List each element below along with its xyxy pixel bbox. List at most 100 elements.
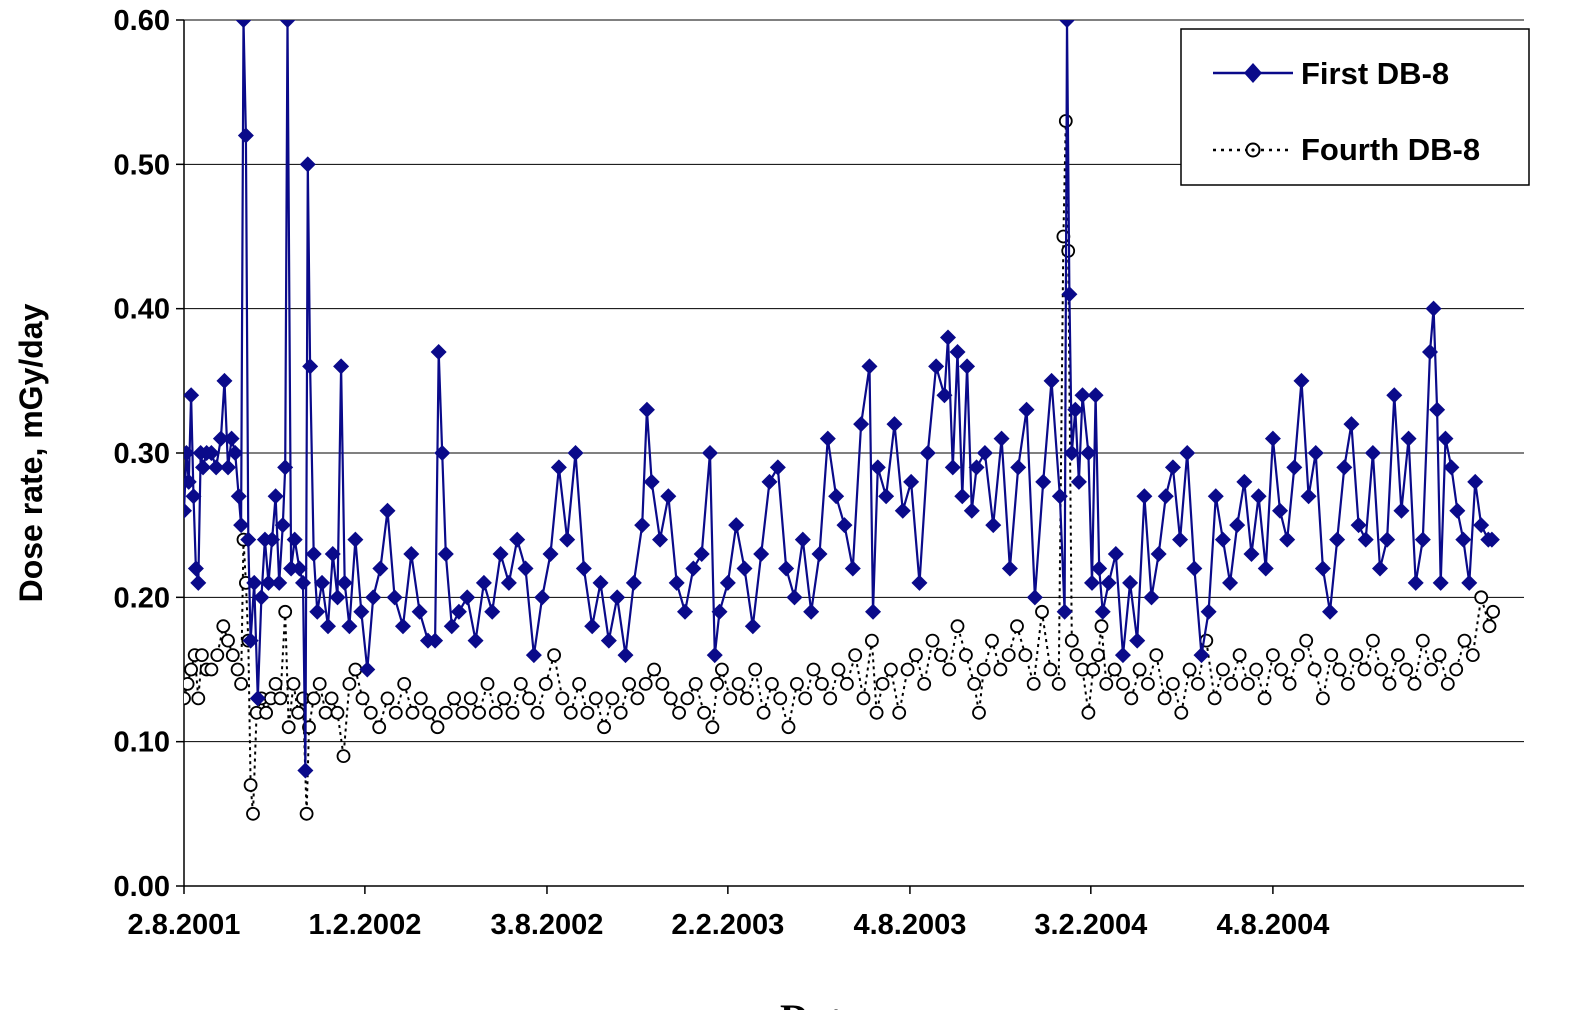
- data-point-fourth-db8: [942, 662, 957, 677]
- data-point-first-db8: [677, 603, 694, 620]
- data-point-first-db8: [836, 517, 853, 534]
- data-point-fourth-db8: [455, 705, 470, 720]
- data-point-first-db8: [1200, 603, 1217, 620]
- data-point-first-db8: [309, 603, 326, 620]
- data-point-first-db8: [928, 358, 945, 375]
- data-point-fourth-db8: [572, 677, 586, 691]
- data-point-fourth-db8: [1241, 677, 1255, 691]
- data-point-fourth-db8: [1465, 648, 1480, 662]
- data-point-fourth-db8: [538, 677, 553, 691]
- data-point-fourth-db8: [697, 705, 711, 720]
- data-point-fourth-db8: [663, 691, 678, 706]
- data-point-first-db8: [1080, 445, 1097, 461]
- data-point-first-db8: [744, 618, 761, 635]
- data-point-first-db8: [1214, 531, 1231, 548]
- data-point-fourth-db8: [522, 691, 536, 706]
- data-point-first-db8: [1207, 488, 1224, 505]
- data-point-first-db8: [1043, 372, 1060, 389]
- data-point-fourth-db8: [900, 662, 915, 677]
- data-point-first-db8: [1229, 517, 1246, 534]
- data-point-fourth-db8: [1299, 633, 1314, 648]
- data-point-first-db8: [1070, 473, 1087, 490]
- data-point-first-db8: [1193, 647, 1210, 664]
- data-point-first-db8: [828, 488, 845, 505]
- data-point-first-db8: [919, 445, 936, 461]
- data-point-first-db8: [638, 401, 655, 418]
- data-point-fourth-db8: [1316, 691, 1330, 706]
- data-point-fourth-db8: [243, 778, 258, 792]
- y-tick-labels: 0.00 0.10 0.20 0.30 0.40 0.50 0.60: [114, 5, 170, 903]
- data-point-first-db8: [794, 531, 811, 548]
- data-point-fourth-db8: [1474, 590, 1489, 605]
- data-point-fourth-db8: [1086, 662, 1101, 677]
- data-point-first-db8: [184, 445, 195, 461]
- data-point-first-db8: [728, 517, 745, 534]
- data-point-first-db8: [668, 574, 685, 591]
- legend-box: [1180, 28, 1530, 186]
- data-point-fourth-db8: [1141, 677, 1155, 691]
- data-point-fourth-db8: [790, 677, 804, 691]
- y-tick-label: 0.50: [114, 149, 170, 181]
- data-point-first-db8: [305, 546, 322, 563]
- data-point-first-db8: [886, 416, 903, 433]
- data-point-first-db8: [1091, 560, 1108, 577]
- x-tick-label: 4.8.2003: [853, 909, 966, 941]
- data-point-fourth-db8: [397, 677, 412, 691]
- data-point-fourth-db8: [1124, 691, 1139, 706]
- data-point-first-db8: [963, 502, 980, 519]
- data-point-fourth-db8: [1064, 633, 1079, 648]
- data-point-fourth-db8: [225, 648, 240, 662]
- data-point-first-db8: [940, 329, 957, 346]
- data-point-fourth-db8: [306, 691, 321, 706]
- plot-area: [184, 20, 1500, 821]
- data-point-first-db8: [1074, 387, 1091, 404]
- y-tick-label: 0.40: [114, 294, 170, 326]
- data-point-first-db8: [993, 430, 1010, 447]
- data-point-fourth-db8: [705, 720, 720, 735]
- data-point-first-db8: [660, 488, 677, 505]
- data-point-first-db8: [1114, 647, 1131, 664]
- data-point-first-db8: [1279, 531, 1296, 548]
- data-point-first-db8: [567, 445, 584, 461]
- data-point-fourth-db8: [336, 749, 351, 763]
- data-point-fourth-db8: [1174, 705, 1189, 720]
- data-point-first-db8: [959, 358, 976, 375]
- data-point-first-db8: [1437, 430, 1454, 447]
- data-point-fourth-db8: [530, 705, 545, 720]
- data-point-fourth-db8: [1182, 662, 1197, 677]
- data-point-fourth-db8: [1382, 677, 1397, 691]
- data-point-fourth-db8: [405, 705, 420, 720]
- data-point-first-db8: [1087, 387, 1104, 404]
- data-point-fourth-db8: [710, 677, 724, 691]
- data-point-fourth-db8: [278, 604, 293, 619]
- data-point-first-db8: [525, 647, 542, 664]
- data-point-first-db8: [1364, 445, 1381, 461]
- data-point-fourth-db8: [1307, 662, 1322, 677]
- x-tick-label: 2.8.2001: [128, 909, 241, 941]
- data-point-fourth-db8: [647, 662, 661, 677]
- x-tick-label: 2.2.2003: [671, 909, 784, 941]
- y-tick-label: 0.60: [114, 5, 170, 37]
- data-point-first-db8: [230, 488, 247, 505]
- data-point-first-db8: [949, 343, 966, 360]
- data-point-first-db8: [1407, 574, 1424, 591]
- data-point-first-db8: [1449, 502, 1466, 519]
- data-point-first-db8: [1026, 589, 1043, 606]
- data-point-first-db8: [1429, 401, 1446, 418]
- data-point-fourth-db8: [1349, 648, 1364, 662]
- data-point-first-db8: [386, 589, 403, 606]
- data-point-fourth-db8: [638, 677, 653, 691]
- data-point-fourth-db8: [1249, 662, 1264, 677]
- legend-marker-first: [1244, 63, 1262, 83]
- data-point-fourth-db8: [1216, 662, 1230, 677]
- data-point-fourth-db8: [184, 662, 199, 677]
- data-point-first-db8: [634, 517, 651, 534]
- data-point-fourth-db8: [372, 720, 387, 735]
- data-point-first-db8: [1414, 531, 1431, 548]
- data-point-first-db8: [600, 632, 617, 649]
- data-point-first-db8: [184, 387, 200, 404]
- data-point-first-db8: [517, 560, 534, 577]
- x-tick-labels: 2.8.2001 1.2.2002 3.8.2002 2.2.2003 4.8.2003…: [128, 909, 1330, 941]
- data-point-first-db8: [954, 488, 971, 505]
- data-point-first-db8: [1172, 531, 1189, 548]
